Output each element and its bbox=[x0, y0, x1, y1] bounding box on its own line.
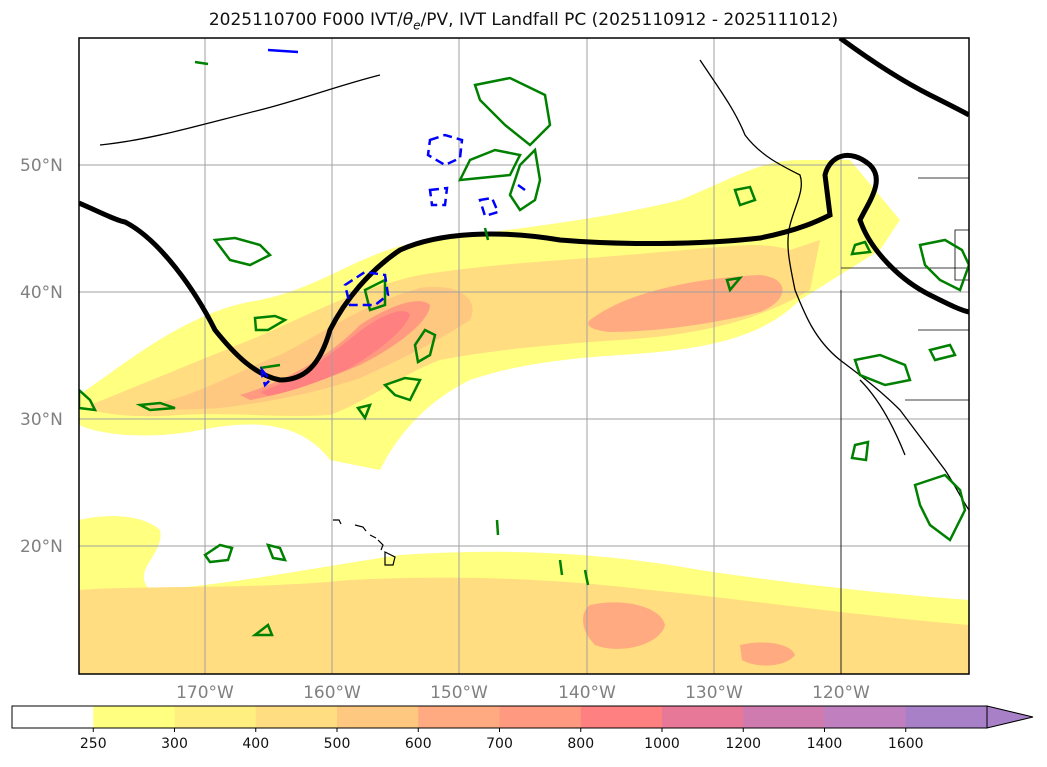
lon-label-170w: 170°W bbox=[176, 683, 234, 703]
map-plot-area bbox=[79, 38, 969, 674]
colorbar-swatch bbox=[662, 706, 744, 728]
lon-label-140w: 140°W bbox=[558, 683, 616, 703]
theta-symbol: θ bbox=[402, 10, 414, 30]
ivt-shading-south bbox=[79, 516, 969, 674]
pv-contours bbox=[79, 60, 969, 637]
colorbar-swatch bbox=[12, 706, 94, 728]
graticule bbox=[79, 38, 969, 674]
colorbar-tick-label: 1000 bbox=[644, 736, 680, 752]
colorbar-swatch bbox=[824, 706, 907, 728]
colorbar-swatch bbox=[93, 706, 175, 728]
colorbar-tick-label: 1200 bbox=[725, 736, 761, 752]
colorbar-tick-label: 300 bbox=[161, 736, 188, 752]
colorbar: 250 300 400 500 600 700 800 1000 1200 1400 1600 bbox=[11, 705, 1034, 752]
lon-labels: 170°W 160°W 150°W 140°W 130°W 120°W bbox=[176, 683, 870, 703]
colorbar-swatch bbox=[905, 706, 988, 728]
colorbar-tick-label: 700 bbox=[486, 736, 513, 752]
colorbar-tick-label: 800 bbox=[567, 736, 594, 752]
black-contour-main bbox=[79, 153, 969, 383]
colorbar-swatch bbox=[418, 706, 500, 728]
ivt-shading-north bbox=[79, 160, 900, 470]
ivt-band-600-east bbox=[588, 275, 783, 332]
colorbar-swatch bbox=[174, 706, 257, 728]
colorbar-swatch bbox=[580, 706, 663, 728]
colorbar-tick-label: 400 bbox=[242, 736, 269, 752]
ivt-south-east bbox=[740, 642, 795, 666]
theta-e-contours bbox=[260, 48, 526, 388]
map-title: 2025110700 F000 IVT/θe/PV, IVT Landfall … bbox=[208, 10, 839, 33]
black-contour-ne bbox=[838, 38, 969, 118]
colorbar-swatch bbox=[337, 706, 419, 728]
lon-label-150w: 150°W bbox=[430, 683, 488, 703]
colorbar-tick-label: 1600 bbox=[888, 736, 924, 752]
hawaii-islands bbox=[333, 519, 396, 566]
colorbar-swatch bbox=[499, 706, 582, 728]
lat-label-20n: 20°N bbox=[20, 537, 63, 557]
colorbar-swatch bbox=[255, 706, 338, 728]
lat-label-50n: 50°N bbox=[20, 156, 63, 176]
ivt-south-600 bbox=[583, 602, 665, 649]
colorbar-extend-arrow bbox=[986, 705, 1034, 729]
lat-label-40n: 40°N bbox=[20, 283, 63, 303]
colorbar-swatch bbox=[743, 706, 825, 728]
coastline bbox=[99, 59, 969, 674]
colorbar-tick-label: 250 bbox=[80, 736, 107, 752]
lon-label-130w: 130°W bbox=[685, 683, 743, 703]
map-frame bbox=[78, 37, 970, 675]
lon-label-120w: 120°W bbox=[812, 683, 870, 703]
lon-label-160w: 160°W bbox=[303, 683, 361, 703]
lat-labels: 50°N 40°N 30°N 20°N bbox=[20, 156, 63, 557]
ivt-band-1000 bbox=[260, 311, 410, 396]
colorbar-tick-label: 600 bbox=[405, 736, 432, 752]
colorbar-tick-label: 1400 bbox=[807, 736, 843, 752]
lat-label-30n: 30°N bbox=[20, 410, 63, 430]
colorbar-tick-label: 500 bbox=[324, 736, 351, 752]
